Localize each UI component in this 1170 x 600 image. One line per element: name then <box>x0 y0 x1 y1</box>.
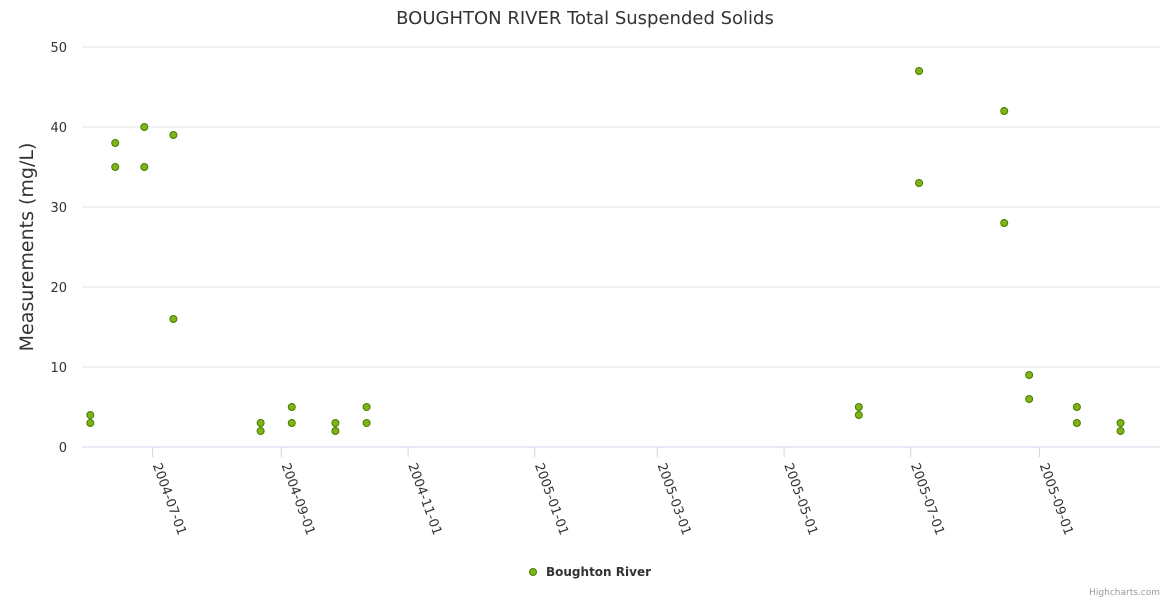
x-axis-ticks: 2004-07-01 2004-09-01 2004-11-01 2005-01-01… <box>149 447 1076 537</box>
data-point[interactable] <box>111 139 120 147</box>
data-point[interactable] <box>1000 219 1009 227</box>
data-point[interactable] <box>169 131 178 139</box>
x-tick-label: 2004-11-01 <box>404 461 444 537</box>
y-axis-ticks: 0 10 20 30 40 50 <box>50 41 67 456</box>
legend-marker[interactable] <box>529 568 537 576</box>
data-point[interactable] <box>86 419 95 427</box>
data-point[interactable] <box>1072 403 1081 411</box>
y-tick-label: 50 <box>50 41 67 56</box>
data-point[interactable] <box>1116 427 1125 435</box>
y-tick-label: 30 <box>50 201 67 216</box>
x-tick-label: 2004-09-01 <box>278 461 318 537</box>
data-point[interactable] <box>287 419 296 427</box>
data-point[interactable] <box>169 315 178 323</box>
grid-lines <box>82 46 1160 368</box>
data-point[interactable] <box>256 419 265 427</box>
y-tick-label: 20 <box>50 281 67 296</box>
data-point[interactable] <box>1025 395 1034 403</box>
data-point[interactable] <box>915 179 924 187</box>
data-point[interactable] <box>854 411 863 419</box>
x-tick-label: 2005-01-01 <box>531 461 571 537</box>
data-point[interactable] <box>331 427 340 435</box>
series-boughton-river[interactable] <box>86 67 1125 435</box>
data-point[interactable] <box>1116 419 1125 427</box>
y-axis-label: Measurements (mg/L) <box>16 143 38 352</box>
data-point[interactable] <box>1072 419 1081 427</box>
chart-title: BOUGHTON RIVER Total Suspended Solids <box>396 8 774 29</box>
data-point[interactable] <box>140 123 149 131</box>
y-tick-label: 0 <box>59 441 67 456</box>
data-point[interactable] <box>86 411 95 419</box>
data-point[interactable] <box>915 67 924 75</box>
data-point[interactable] <box>140 163 149 171</box>
y-tick-label: 40 <box>50 121 67 136</box>
data-point[interactable] <box>331 419 340 427</box>
data-point[interactable] <box>1000 107 1009 115</box>
x-tick-label: 2005-07-01 <box>907 461 947 537</box>
credits-link[interactable]: Highcharts.com <box>1089 588 1160 598</box>
x-tick-label: 2005-03-01 <box>654 461 694 537</box>
legend[interactable]: Boughton River <box>529 565 652 579</box>
data-point[interactable] <box>362 403 371 411</box>
data-point[interactable] <box>256 427 265 435</box>
data-point[interactable] <box>287 403 296 411</box>
x-tick-label: 2005-05-01 <box>780 461 820 537</box>
x-tick-label: 2004-07-01 <box>149 461 189 537</box>
x-tick-label: 2005-09-01 <box>1036 461 1076 537</box>
data-point[interactable] <box>111 163 120 171</box>
legend-label[interactable]: Boughton River <box>546 565 651 579</box>
data-point[interactable] <box>1025 371 1034 379</box>
data-point[interactable] <box>854 403 863 411</box>
y-tick-label: 10 <box>50 361 67 376</box>
data-point[interactable] <box>362 419 371 427</box>
